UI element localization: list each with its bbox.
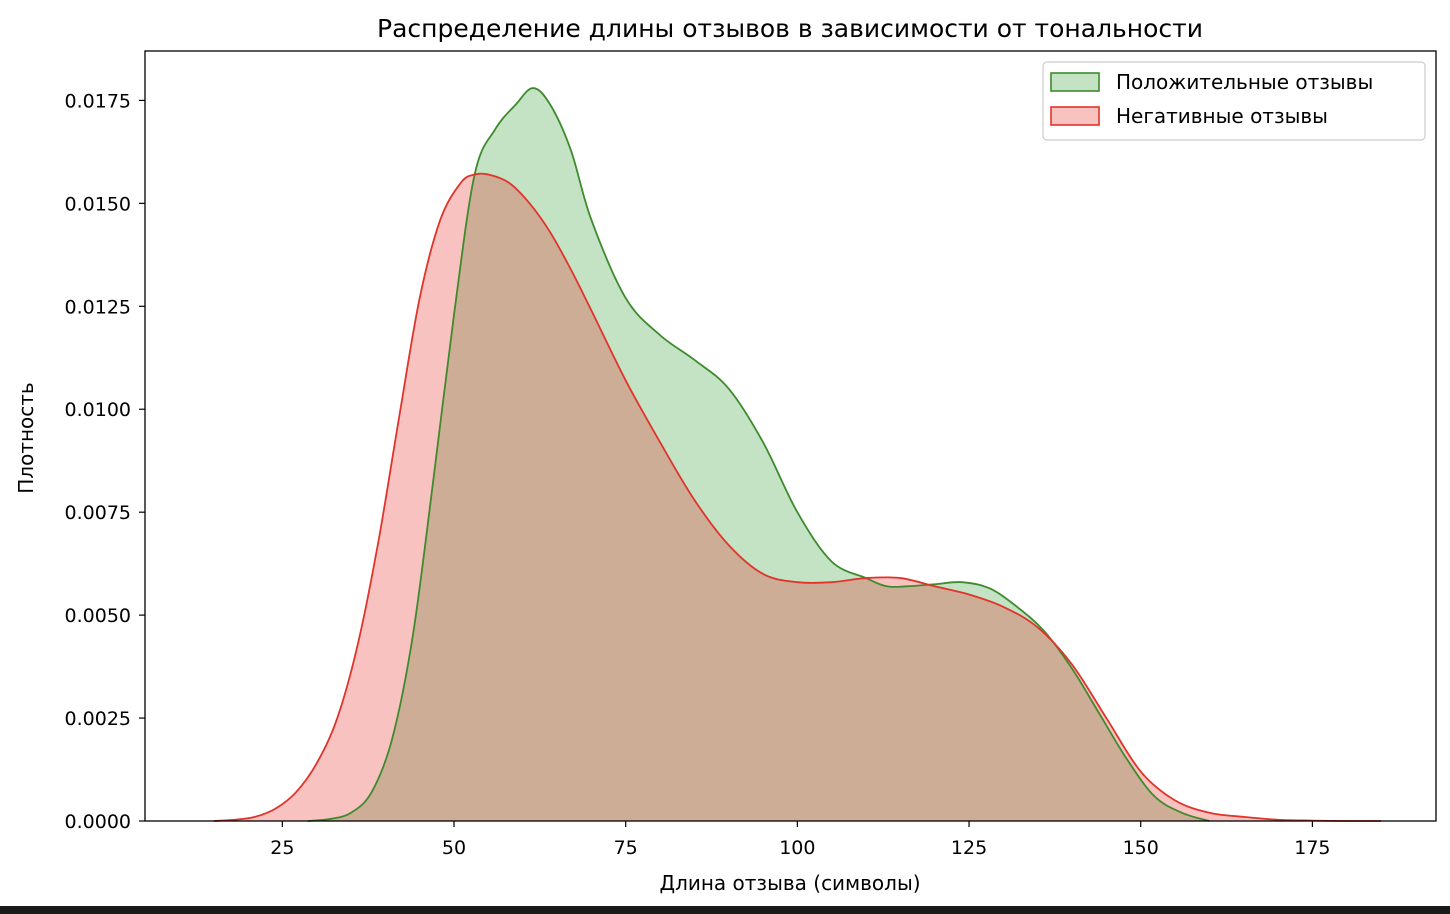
series-area-1 <box>307 88 1210 821</box>
series-line-2 <box>213 172 1382 822</box>
y-tick-label: 0.0050 <box>65 605 131 627</box>
series-area-2 <box>213 173 1382 821</box>
y-tick-label: 0.0150 <box>65 193 131 215</box>
series-line-1 <box>307 87 1210 822</box>
x-tick-label: 150 <box>1123 837 1159 859</box>
y-tick-label: 0.0125 <box>65 296 131 318</box>
y-tick-label: 0.0100 <box>65 399 131 421</box>
window-bottom-edge <box>0 906 1450 914</box>
legend-swatch <box>1050 106 1100 126</box>
x-tick-label: 25 <box>270 837 294 859</box>
legend-box <box>1042 61 1426 141</box>
y-axis: 0.0000 0.0025 0.0050 0.0075 0.0100 0.0125 0.01… <box>65 90 145 833</box>
chart-title: Распределение длины отзывов в зависимост… <box>377 14 1203 43</box>
y-tick-label: 0.0075 <box>65 502 131 524</box>
legend-swatch <box>1050 72 1100 92</box>
x-tick-label: 100 <box>779 837 815 859</box>
x-tick-label: 50 <box>442 837 466 859</box>
legend: Положительные отзывы Негативные отзывы <box>1042 61 1426 141</box>
x-tick-label: 175 <box>1294 837 1330 859</box>
series-layer <box>213 87 1382 822</box>
x-axis: 25 50 75 100 125 150 175 <box>270 821 1331 859</box>
plot-frame <box>144 50 1437 822</box>
legend-label: Негативные отзывы <box>1116 104 1328 128</box>
y-tick-label: 0.0000 <box>65 811 131 833</box>
y-tick-label: 0.0175 <box>65 90 131 112</box>
legend-label: Положительные отзывы <box>1116 70 1373 94</box>
x-axis-label: Длина отзыва (символы) <box>659 871 920 895</box>
x-tick-label: 125 <box>951 837 987 859</box>
x-tick-label: 75 <box>614 837 638 859</box>
y-tick-label: 0.0025 <box>65 708 131 730</box>
y-axis-label: Плотность <box>14 382 38 493</box>
